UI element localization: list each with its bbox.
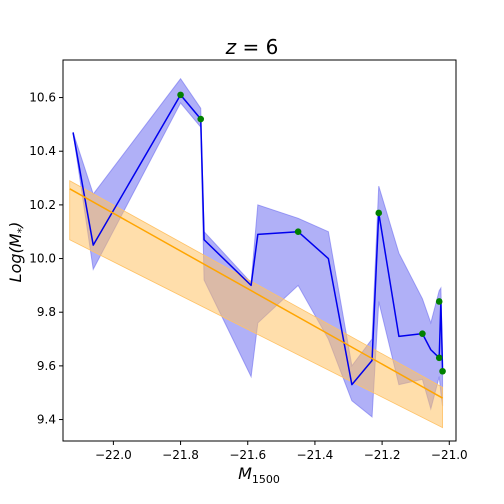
y-axis-label: Log(M*): [6, 222, 28, 283]
y-tick-label: 9.6: [37, 359, 56, 373]
x-tick-label: −22.0: [95, 448, 132, 462]
y-tick-label: 9.8: [37, 305, 56, 319]
plot-frame: [62, 59, 457, 442]
plot-area: [69, 77, 446, 429]
chart-title: z = 6: [225, 35, 279, 59]
data-point: [419, 330, 426, 337]
data-point: [435, 354, 443, 362]
y-tick-label: 10.0: [29, 252, 56, 266]
data-point: [375, 209, 383, 217]
data-point: [294, 228, 302, 236]
y-tick-label: 10.6: [29, 91, 56, 105]
data-point: [177, 91, 184, 99]
median-line: [72, 94, 444, 386]
x-tick-label: −21.6: [229, 448, 266, 462]
x-axis: −22.0 −21.8 −21.6 −21.4 −21.2 −21.0: [95, 441, 468, 462]
x-axis-label: M1500: [238, 464, 280, 486]
x-tick-label: −21.2: [364, 448, 401, 462]
fit-line: [69, 188, 443, 399]
y-axis: 9.4 9.6 9.8 10.0 10.2 10.4 10.6: [29, 91, 63, 427]
data-point: [197, 115, 205, 123]
x-tick-label: −21.0: [431, 448, 468, 462]
x-tick-label: −21.8: [162, 448, 199, 462]
fit-confidence-band: [69, 180, 443, 429]
y-tick-label: 9.4: [37, 413, 56, 427]
y-tick-label: 10.2: [29, 198, 56, 212]
data-point: [439, 367, 446, 375]
y-tick-label: 10.4: [29, 144, 56, 158]
data-point: [435, 298, 443, 305]
x-tick-label: −21.4: [297, 448, 334, 462]
